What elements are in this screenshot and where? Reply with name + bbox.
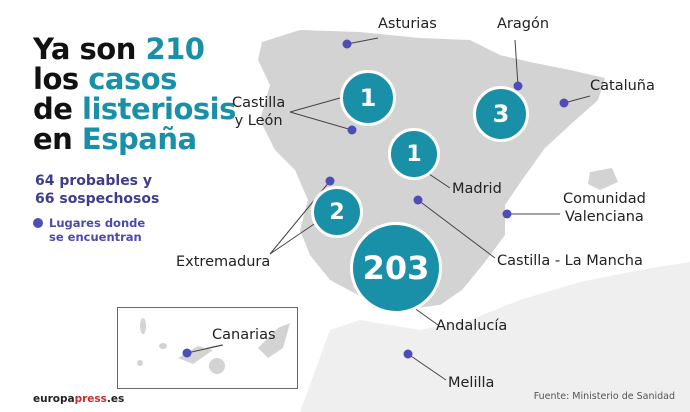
bubble-madrid: 1: [388, 128, 440, 180]
subtitle-line: 64 probables y: [35, 173, 153, 189]
canarias-inset: [117, 307, 298, 389]
label-valenciana: Comunidad Valenciana: [563, 190, 646, 226]
headline-highlight: 210: [145, 32, 205, 66]
dot-aragon: [513, 81, 523, 91]
bubble-extremadura: 2: [311, 186, 363, 238]
label-castilla-leon: Castilla y León: [232, 94, 285, 130]
label-andalucia: Andalucía: [436, 318, 508, 334]
headline-highlight: España: [81, 122, 197, 156]
label-canarias: Canarias: [212, 327, 276, 343]
dot-melilla: [403, 349, 413, 359]
dot-extremadura: [325, 176, 335, 186]
label-text: Castilla: [232, 95, 286, 111]
dot-valenciana: [502, 209, 512, 219]
headline-text: Ya son: [33, 32, 146, 66]
balearic-islands: [588, 168, 618, 190]
legend: Lugares donde se encuentran: [33, 216, 145, 244]
dot-castilla-mancha: [413, 195, 423, 205]
dot-canarias: [182, 348, 192, 358]
dot-asturias: [342, 39, 352, 49]
headline-text: los: [33, 62, 89, 96]
headline-highlight: listeriosis: [82, 92, 236, 126]
africa-landmass: [300, 262, 690, 412]
bubble-aragon: 3: [473, 86, 529, 142]
dot-cataluna: [559, 98, 569, 108]
label-extremadura: Extremadura: [176, 254, 271, 270]
subtitle: 64 probables y 66 sospechosos: [35, 172, 159, 208]
legend-text: Lugares donde: [49, 216, 146, 230]
dot-castilla-leon: [347, 125, 357, 135]
label-castilla-mancha: Castilla - La Mancha: [497, 253, 643, 269]
label-text: y León: [234, 113, 283, 129]
canarias-islands: [137, 318, 290, 374]
headline-highlight: casos: [88, 62, 177, 96]
legend-text: se encuentran: [49, 230, 142, 244]
label-text: Valenciana: [565, 209, 644, 225]
headline: Ya son 210 los casos de listeriosis en E…: [33, 34, 236, 154]
label-aragon: Aragón: [497, 16, 550, 32]
label-asturias: Asturias: [378, 16, 437, 32]
headline-text: de: [33, 92, 83, 126]
bubble-castilla-leon: 1: [340, 70, 396, 126]
label-melilla: Melilla: [448, 375, 495, 391]
europapress-logo: europapress.es: [33, 393, 125, 405]
subtitle-line: 66 sospechosos: [35, 191, 160, 207]
label-madrid: Madrid: [452, 181, 502, 197]
source-note: Fuente: Ministerio de Sanidad: [533, 391, 675, 402]
label-text: Comunidad: [563, 191, 646, 207]
bubble-andalucia: 203: [350, 222, 442, 314]
label-cataluna: Cataluña: [590, 78, 655, 94]
headline-text: en: [33, 122, 82, 156]
legend-dot-icon: [33, 218, 43, 228]
